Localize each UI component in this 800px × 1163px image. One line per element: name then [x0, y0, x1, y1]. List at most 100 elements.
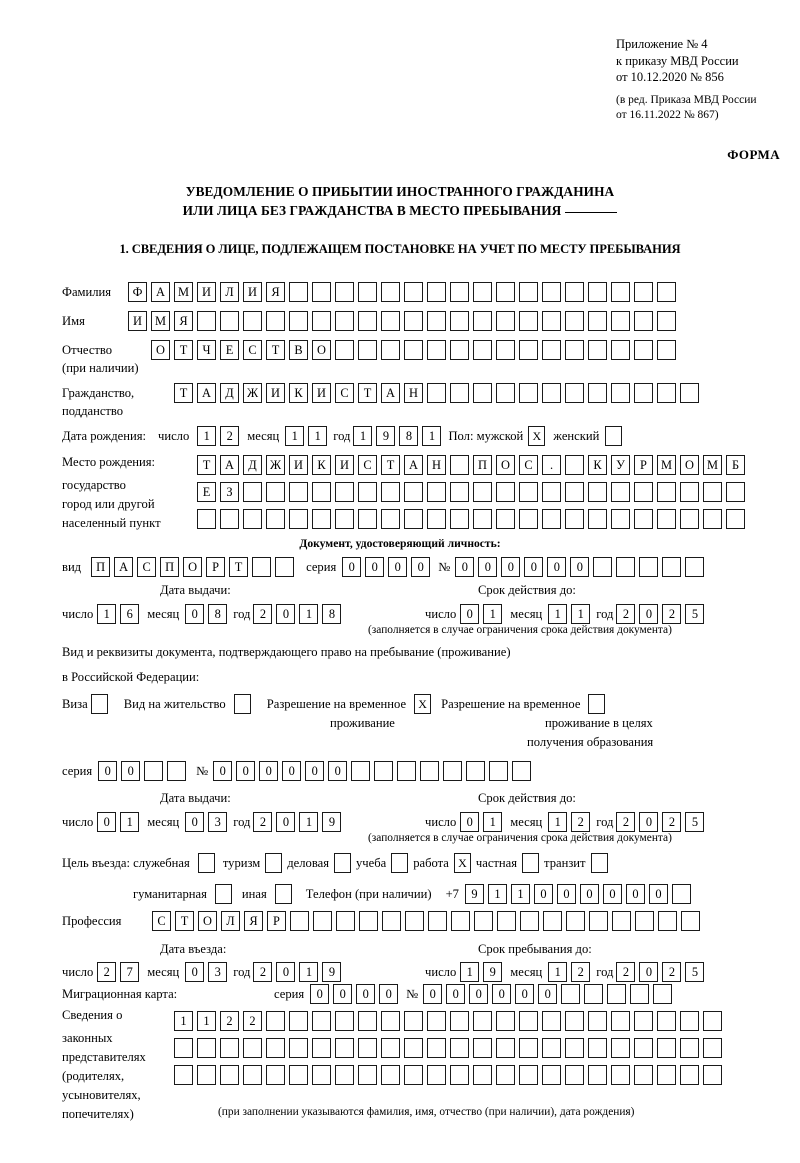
char-cell[interactable] [381, 482, 400, 502]
char-cell[interactable]: Р [267, 911, 286, 931]
char-cell[interactable]: Я [266, 282, 285, 302]
char-cell[interactable] [374, 761, 394, 781]
char-cell[interactable]: 0 [213, 761, 233, 781]
char-cell[interactable]: 1 [353, 426, 373, 446]
char-cell[interactable] [519, 311, 538, 331]
char-cell[interactable]: А [151, 282, 170, 302]
char-cell[interactable]: И [266, 383, 285, 403]
char-cell[interactable] [565, 311, 584, 331]
char-cell[interactable]: 2 [662, 812, 682, 832]
char-cell[interactable] [252, 557, 272, 577]
char-cell[interactable] [359, 911, 378, 931]
char-cell[interactable] [658, 911, 677, 931]
char-cell[interactable]: 3 [208, 812, 228, 832]
char-cell[interactable] [680, 482, 699, 502]
char-cell[interactable]: И [335, 455, 354, 475]
char-cell[interactable] [275, 557, 295, 577]
char-cell[interactable]: А [404, 455, 423, 475]
char-cell[interactable] [451, 911, 470, 931]
char-cell[interactable] [565, 509, 584, 529]
char-cell[interactable]: 1 [548, 604, 568, 624]
char-cell[interactable]: 5 [685, 962, 705, 982]
char-cell[interactable]: 2 [253, 962, 273, 982]
purpose-other-checkbox[interactable] [274, 884, 292, 904]
char-cell[interactable]: 9 [483, 962, 503, 982]
char-cell[interactable] [519, 482, 538, 502]
char-cell[interactable]: 9 [322, 812, 342, 832]
char-cell[interactable]: 0 [282, 761, 302, 781]
char-cell[interactable]: И [128, 311, 147, 331]
char-cell[interactable] [496, 340, 515, 360]
char-cell[interactable]: З [220, 482, 239, 502]
char-cell[interactable] [473, 482, 492, 502]
char-cell[interactable]: 0 [625, 884, 645, 904]
char-cell[interactable] [290, 911, 309, 931]
char-cell[interactable]: 1 [120, 812, 140, 832]
char-cell[interactable] [565, 383, 584, 403]
char-cell[interactable] [496, 1011, 515, 1031]
char-cell[interactable]: 2 [616, 812, 636, 832]
char-cell[interactable]: 0 [501, 557, 521, 577]
char-cell[interactable]: 0 [342, 557, 362, 577]
char-cell[interactable] [404, 311, 423, 331]
char-cell[interactable] [473, 383, 492, 403]
char-cell[interactable]: П [160, 557, 180, 577]
char-cell[interactable]: 0 [236, 761, 256, 781]
char-cell[interactable] [197, 311, 216, 331]
char-cell[interactable]: 2 [220, 1011, 239, 1031]
char-cell[interactable] [358, 1065, 377, 1085]
char-cell[interactable] [657, 282, 676, 302]
char-cell[interactable] [542, 1065, 561, 1085]
char-cell[interactable] [404, 340, 423, 360]
char-cell[interactable] [588, 311, 607, 331]
char-cell[interactable] [335, 282, 354, 302]
char-cell[interactable] [588, 482, 607, 502]
char-cell[interactable]: 1 [571, 604, 591, 624]
char-cell[interactable]: Е [220, 340, 239, 360]
char-cell[interactable] [450, 311, 469, 331]
char-cell[interactable]: Я [174, 311, 193, 331]
char-cell[interactable] [611, 1011, 630, 1031]
purpose-transit-checkbox[interactable] [590, 853, 608, 873]
char-cell[interactable] [266, 311, 285, 331]
char-cell[interactable]: Ч [197, 340, 216, 360]
char-cell[interactable] [565, 340, 584, 360]
char-cell[interactable]: 0 [98, 761, 118, 781]
char-cell[interactable] [565, 1038, 584, 1058]
char-cell[interactable] [584, 984, 604, 1004]
char-cell[interactable] [588, 1038, 607, 1058]
char-cell[interactable] [243, 311, 262, 331]
char-cell[interactable] [266, 1038, 285, 1058]
char-cell[interactable] [611, 311, 630, 331]
char-cell[interactable]: 0 [478, 557, 498, 577]
char-cell[interactable] [336, 911, 355, 931]
char-cell[interactable] [397, 761, 417, 781]
char-cell[interactable] [427, 1011, 446, 1031]
char-cell[interactable]: К [588, 455, 607, 475]
visa-checkbox[interactable] [90, 694, 108, 714]
char-cell[interactable] [680, 1011, 699, 1031]
char-cell[interactable]: 8 [399, 426, 419, 446]
char-cell[interactable] [420, 761, 440, 781]
temp-edu-checkbox[interactable] [588, 694, 606, 714]
char-cell[interactable] [167, 761, 187, 781]
char-cell[interactable]: Ф [128, 282, 147, 302]
char-cell[interactable] [450, 1011, 469, 1031]
char-cell[interactable] [703, 1038, 722, 1058]
char-cell[interactable]: М [174, 282, 193, 302]
char-cell[interactable] [496, 1038, 515, 1058]
char-cell[interactable]: С [519, 455, 538, 475]
char-cell[interactable]: У [611, 455, 630, 475]
char-cell[interactable] [630, 984, 650, 1004]
char-cell[interactable]: А [381, 383, 400, 403]
char-cell[interactable] [450, 509, 469, 529]
char-cell[interactable] [611, 282, 630, 302]
char-cell[interactable] [312, 311, 331, 331]
char-cell[interactable] [653, 984, 673, 1004]
char-cell[interactable] [726, 482, 745, 502]
char-cell[interactable] [450, 482, 469, 502]
char-cell[interactable] [243, 1038, 262, 1058]
char-cell[interactable]: 8 [208, 604, 228, 624]
char-cell[interactable]: И [289, 455, 308, 475]
char-cell[interactable]: 0 [411, 557, 431, 577]
